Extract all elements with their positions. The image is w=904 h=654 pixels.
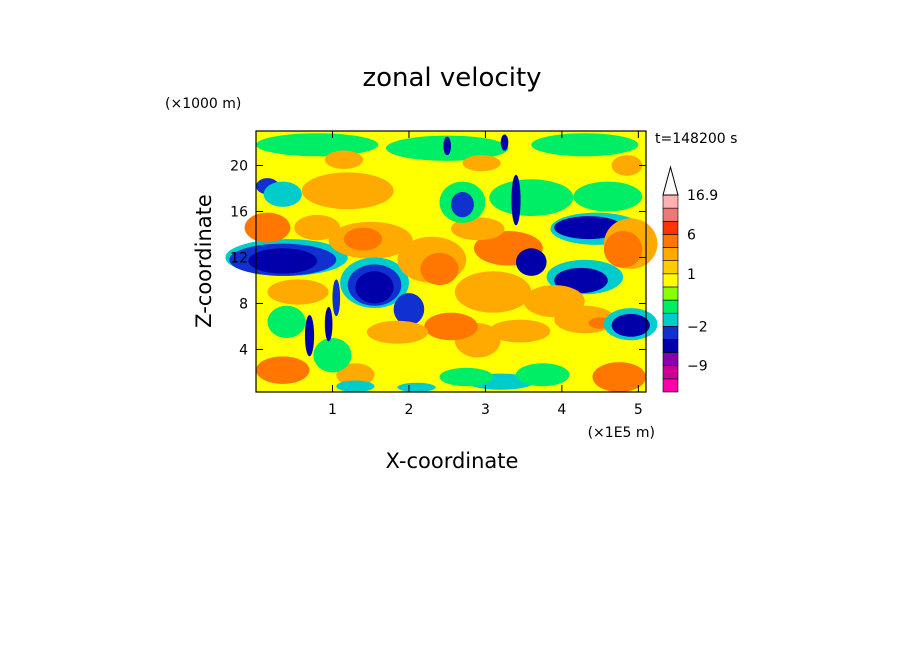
heatmap-region bbox=[516, 248, 547, 276]
heatmap-region bbox=[336, 363, 375, 387]
colorbar-segment bbox=[662, 312, 679, 327]
colorbar-max-arrow bbox=[662, 165, 679, 196]
colorbar-label: −9 bbox=[687, 359, 708, 375]
y-tick-label: 8 bbox=[239, 296, 248, 312]
y-axis-label: Z-coordinate bbox=[192, 194, 216, 328]
heatmap-region bbox=[611, 313, 650, 337]
heatmap-region bbox=[324, 306, 333, 342]
colorbar-segment bbox=[662, 207, 679, 222]
heatmap-region bbox=[336, 380, 375, 392]
heatmap-region bbox=[301, 172, 394, 210]
colorbar-segment bbox=[662, 352, 679, 367]
heatmap-region bbox=[355, 271, 394, 304]
heatmap-region bbox=[611, 155, 643, 176]
colorbar-label: 1 bbox=[687, 267, 696, 283]
heatmap-region bbox=[366, 320, 429, 344]
heatmap-region bbox=[397, 382, 436, 392]
x-axis-label: X-coordinate bbox=[386, 449, 519, 473]
heatmap-region bbox=[393, 293, 425, 326]
colorbar-segment bbox=[662, 378, 679, 393]
chart-title: zonal velocity bbox=[362, 63, 541, 93]
plot-frame bbox=[255, 130, 647, 393]
heatmap-region bbox=[592, 362, 646, 392]
y-tick-label: 16 bbox=[230, 204, 248, 220]
heatmap-region bbox=[244, 212, 291, 243]
heatmap-region bbox=[304, 314, 315, 357]
x-tick-label: 4 bbox=[557, 402, 566, 418]
y-axis-ticks: 4 8 12 16 20 bbox=[230, 158, 646, 358]
heatmap-region bbox=[420, 252, 459, 286]
heatmap-region bbox=[324, 150, 364, 169]
heatmap-region bbox=[489, 319, 551, 343]
colorbar-label: 6 bbox=[687, 227, 696, 243]
heatmap-region bbox=[332, 279, 341, 317]
heatmap-region bbox=[443, 136, 452, 156]
heatmap-region bbox=[256, 356, 310, 384]
y-tick-label: 4 bbox=[239, 342, 248, 358]
time-label: t=148200 s bbox=[655, 131, 737, 147]
heatmap-region bbox=[462, 155, 501, 172]
heatmap-region bbox=[516, 363, 570, 387]
y-axis-unit: (×1000 m) bbox=[165, 96, 241, 112]
colorbar-segment bbox=[662, 286, 679, 301]
colorbar-segment bbox=[662, 260, 679, 275]
heatmap-region bbox=[451, 191, 474, 218]
heatmap-region bbox=[267, 279, 329, 305]
y-tick-label: 12 bbox=[230, 250, 248, 266]
heatmap-region bbox=[256, 133, 379, 157]
heatmap-region bbox=[248, 248, 318, 274]
heatmap-region bbox=[500, 134, 509, 151]
x-tick-label: 1 bbox=[328, 402, 337, 418]
colorbar-segment bbox=[662, 339, 679, 353]
heatmap-region bbox=[451, 217, 505, 241]
colorbar-segment bbox=[662, 234, 679, 248]
colorbar-segment bbox=[662, 299, 679, 314]
heatmap-region bbox=[439, 367, 494, 387]
heatmap-region bbox=[603, 231, 643, 268]
x-tick-label: 5 bbox=[634, 402, 643, 418]
colorbar-label: 16.9 bbox=[687, 188, 718, 204]
colorbar-segment bbox=[662, 326, 679, 340]
heatmap-plot-area bbox=[225, 130, 658, 393]
colorbar-segment bbox=[662, 365, 679, 380]
heatmap-region bbox=[313, 337, 352, 373]
heatmap-region bbox=[511, 174, 521, 226]
heatmap-region bbox=[343, 227, 383, 251]
heatmap-region bbox=[267, 305, 306, 338]
x-axis-unit: (×1E5 m) bbox=[588, 425, 655, 441]
heatmap-region bbox=[294, 214, 341, 241]
x-axis-ticks: 1 2 3 4 5 bbox=[328, 131, 643, 418]
heatmap-region bbox=[554, 216, 624, 240]
heatmap-region bbox=[454, 271, 532, 313]
heatmap-region bbox=[424, 312, 478, 341]
colorbar-segment bbox=[662, 220, 679, 235]
heatmap-region bbox=[523, 285, 585, 318]
heatmap-region bbox=[573, 181, 643, 212]
heatmap-region bbox=[489, 179, 574, 217]
x-tick-label: 2 bbox=[404, 402, 413, 418]
heatmap-region bbox=[263, 181, 302, 207]
colorbar-label: −2 bbox=[687, 319, 708, 335]
colorbar: 16.9 6 1 −2 −9 bbox=[662, 165, 718, 393]
y-tick-label: 20 bbox=[230, 158, 248, 174]
heatmap-region bbox=[531, 133, 639, 157]
colorbar-segment bbox=[662, 273, 679, 288]
x-tick-label: 3 bbox=[481, 402, 490, 418]
colorbar-segment bbox=[662, 247, 679, 261]
colorbar-segment bbox=[662, 194, 679, 209]
heatmap-field bbox=[225, 133, 658, 392]
